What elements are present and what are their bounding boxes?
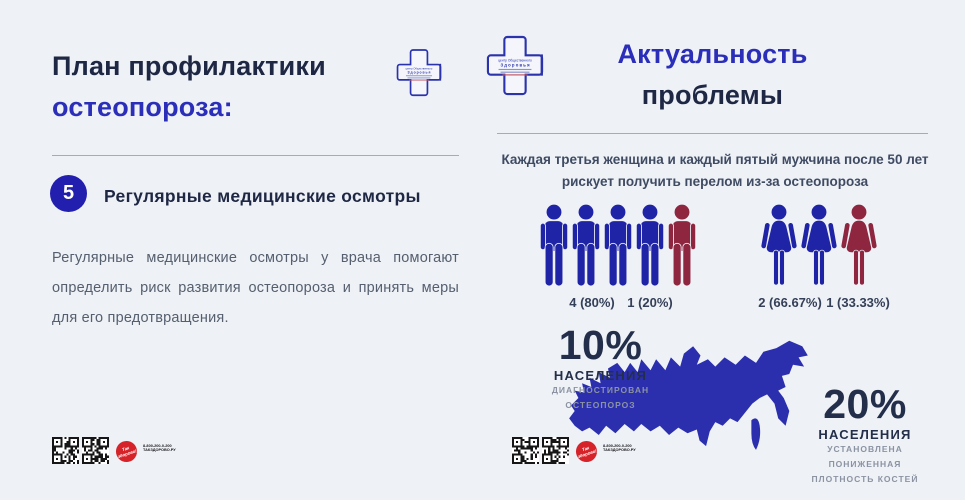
logo-text-line1: центр Общественного [498, 59, 532, 63]
left-title-line2: остеопороза: [52, 92, 233, 122]
right-title-line1: Актуальность [617, 39, 808, 69]
logo-text-line1: центр Общественного [406, 67, 433, 71]
health-center-cross-logo: центр Общественного З д о р о в ь я [396, 46, 442, 105]
risk-statement-line1: Каждая третья женщина и каждый пятый муж… [501, 152, 929, 167]
cross-shape [396, 49, 442, 97]
hotline-number: 8-800-200-0-200 [603, 444, 632, 448]
qr-code [512, 437, 539, 464]
stat-diagnosed-value: 10% [558, 322, 643, 368]
hotline-site: ТАКЗДОРОВО.РУ [143, 448, 176, 453]
stat-diagnosed: 10% НАСЕЛЕНИЯ ДИАГНОСТИРОВАН ОСТЕОПОРОЗ [533, 324, 668, 413]
risk-statement-line2: рискует получить перелом из-за остеопоро… [561, 174, 869, 189]
qr-code [52, 437, 79, 464]
stat-low-density-line1: УСТАНОВЛЕНА [827, 444, 903, 454]
right-panel-title: Актуальность проблемы [555, 34, 870, 116]
stat-low-density-title: НАСЕЛЕНИЯ [818, 427, 912, 442]
risk-statement: Каждая третья женщина и каждый пятый муж… [500, 149, 930, 193]
men-figures [538, 204, 698, 286]
brand-text-line1: Так [121, 445, 130, 452]
hotline-number: 8-800-200-0-200 [143, 444, 172, 448]
person-male-icon [603, 204, 633, 286]
takzdorovo-logo: Так здорово! [115, 440, 138, 463]
women-figures [757, 204, 877, 286]
left-panel-title: План профилактики остеопороза: [52, 46, 326, 128]
stat-low-density: 20% НАСЕЛЕНИЯ УСТАНОВЛЕНА ПОНИЖЕННАЯ ПЛО… [800, 383, 930, 487]
right-title-line2: проблемы [641, 80, 784, 110]
step-number-badge: 5 [50, 175, 87, 212]
person-male-icon [571, 204, 601, 286]
right-divider [497, 133, 928, 134]
qr-code [542, 437, 569, 464]
men-label-risk: 1 (20%) [627, 295, 673, 310]
hotline-text: 8-800-200-0-200 ТАКЗДОРОВО.РУ [143, 444, 176, 453]
footer-right: Так здорово! 8-800-200-0-200 ТАКЗДОРОВО.… [512, 437, 662, 464]
health-center-cross-logo: центр Общественного З д о р о в ь я [486, 32, 544, 105]
men-label-safe: 4 (80%) [569, 295, 615, 310]
left-title-line1: План профилактики [52, 51, 326, 81]
stat-low-density-line2: ПОНИЖЕННАЯ [828, 459, 902, 469]
takzdorovo-logo: Так здорово! [575, 440, 598, 463]
qr-code [82, 437, 109, 464]
women-label-safe: 2 (66.67%) [758, 295, 822, 310]
logo-text-line2: З д о р о в ь я [407, 70, 430, 74]
person-male-icon [635, 204, 665, 286]
person-male-icon-risk [667, 204, 697, 286]
sakhalin-island-shape [751, 418, 761, 450]
stat-diagnosed-line1: ДИАГНОСТИРОВАН [551, 385, 650, 395]
stat-diagnosed-title: НАСЕЛЕНИЯ [553, 368, 648, 383]
brand-text-line2: здорово! [577, 448, 598, 459]
footer-left: Так здорово! 8-800-200-0-200 ТАКЗДОРОВО.… [52, 437, 202, 464]
russia-map-shape [569, 340, 808, 447]
logo-text-line2: З д о р о в ь я [500, 62, 530, 67]
step-number: 5 [62, 182, 75, 204]
left-divider [52, 155, 459, 156]
women-label-risk: 1 (33.33%) [826, 295, 890, 310]
hotline-text: 8-800-200-0-200 ТАКЗДОРОВО.РУ [603, 444, 636, 453]
brand-text-line1: Так [581, 445, 590, 452]
person-male-icon [539, 204, 569, 286]
hotline-site: ТАКЗДОРОВО.РУ [603, 448, 636, 453]
stat-diagnosed-line2: ОСТЕОПОРОЗ [565, 400, 636, 410]
cross-shape [486, 35, 544, 96]
russia-map [556, 337, 845, 485]
step-title: Регулярные медицинские осмотры [104, 186, 421, 206]
person-female-icon-risk [841, 204, 877, 286]
person-female-icon [801, 204, 837, 286]
stat-low-density-value: 20% [823, 381, 907, 427]
step-description: Регулярные медицинские осмотры у врача п… [52, 250, 459, 326]
brand-text-line2: здорово! [117, 448, 138, 459]
stat-low-density-line3: ПЛОТНОСТЬ КОСТЕЙ [811, 474, 919, 484]
person-female-icon [761, 204, 797, 286]
